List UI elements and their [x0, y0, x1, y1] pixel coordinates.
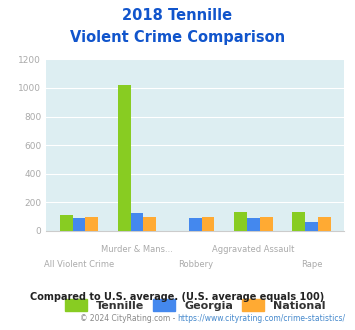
Text: Rape: Rape — [301, 260, 322, 269]
Legend: Tennille, Georgia, National: Tennille, Georgia, National — [60, 295, 330, 315]
Text: Aggravated Assault: Aggravated Assault — [212, 245, 295, 254]
Text: Compared to U.S. average. (U.S. average equals 100): Compared to U.S. average. (U.S. average … — [31, 292, 324, 302]
Bar — [247, 218, 260, 231]
Bar — [293, 213, 305, 231]
Bar — [260, 217, 273, 231]
Bar — [305, 222, 318, 231]
Bar — [318, 217, 331, 231]
Text: Violent Crime Comparison: Violent Crime Comparison — [70, 30, 285, 45]
Text: https://www.cityrating.com/crime-statistics/: https://www.cityrating.com/crime-statist… — [178, 314, 346, 323]
Bar — [131, 213, 143, 231]
Bar — [189, 218, 202, 231]
Bar — [60, 215, 72, 231]
Bar — [118, 85, 131, 231]
Bar — [234, 213, 247, 231]
Text: 2018 Tennille: 2018 Tennille — [122, 8, 233, 23]
Bar — [202, 217, 214, 231]
Bar — [143, 217, 156, 231]
Text: Robbery: Robbery — [178, 260, 213, 269]
Text: © 2024 CityRating.com -: © 2024 CityRating.com - — [80, 314, 178, 323]
Bar — [85, 217, 98, 231]
Text: Murder & Mans...: Murder & Mans... — [101, 245, 173, 254]
Bar — [72, 218, 85, 231]
Text: All Violent Crime: All Violent Crime — [44, 260, 114, 269]
